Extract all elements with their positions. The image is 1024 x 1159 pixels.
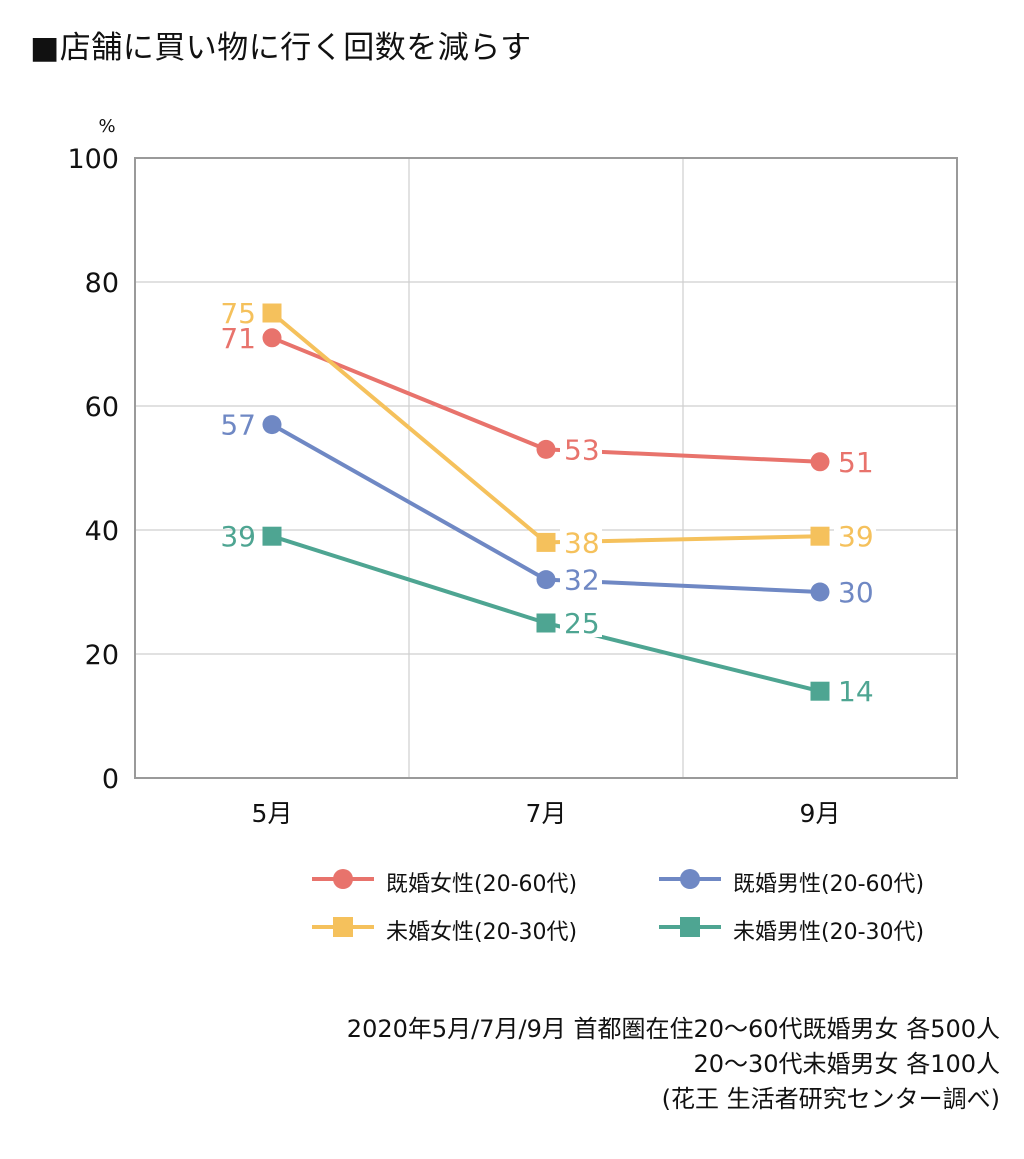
- data-point-circle: [536, 439, 556, 459]
- data-point-square: [262, 303, 282, 323]
- data-label-background: [560, 563, 602, 594]
- data-label: 71: [220, 322, 256, 355]
- legend-label: 未婚男性(20-30代): [733, 920, 925, 945]
- data-label-background: [560, 607, 602, 637]
- x-tick-label: 7月: [526, 799, 567, 828]
- data-label: 53: [564, 433, 600, 466]
- data-label: 57: [220, 409, 256, 442]
- x-tick-label: 5月: [252, 799, 293, 828]
- y-unit-label: %: [98, 116, 115, 137]
- legend-marker-square: [333, 917, 353, 937]
- legend-item: 未婚女性(20-30代): [310, 914, 577, 946]
- source-line: 2020年5月/7月/9月 首都圏在住20〜60代既婚男女 各500人: [346, 1015, 1000, 1043]
- legend-marker-square: [680, 917, 700, 937]
- plot-frame: [134, 157, 958, 779]
- source-note: 2020年5月/7月/9月 首都圏在住20〜60代既婚男女 各500人 20〜3…: [347, 1012, 1000, 1117]
- y-tick-label: 40: [85, 516, 119, 547]
- data-point-square: [262, 526, 282, 546]
- data-point-circle: [810, 582, 830, 602]
- x-tick-label: 9月: [800, 799, 841, 828]
- legend-item: 未婚男性(20-30代): [657, 914, 924, 946]
- data-label: 39: [220, 520, 256, 553]
- data-label-background: [834, 675, 876, 706]
- series-line: [270, 311, 821, 545]
- data-label-background: [560, 526, 602, 557]
- y-tick-label: 20: [85, 640, 119, 671]
- legend-marker-circle: [333, 869, 353, 889]
- data-label: 30: [838, 576, 874, 609]
- data-label: 32: [564, 564, 600, 597]
- data-label: 25: [564, 607, 600, 640]
- legend-label: 既婚男性(20-60代): [733, 872, 925, 897]
- data-label-background: [834, 520, 876, 551]
- legend-swatch-square-icon: [310, 914, 376, 946]
- data-label-background: [834, 445, 876, 476]
- y-tick-label: 80: [85, 268, 119, 299]
- data-point-circle: [262, 328, 282, 348]
- legend-label: 未婚女性(20-30代): [386, 920, 578, 945]
- data-point-circle: [262, 415, 282, 435]
- data-label: 14: [838, 675, 874, 708]
- y-tick-label: 60: [85, 392, 119, 423]
- legend-swatch-square-icon: [657, 914, 723, 946]
- data-label-background: [834, 576, 876, 606]
- legend-item: 既婚女性(20-60代): [310, 866, 577, 898]
- data-label: 75: [220, 297, 256, 330]
- legend-swatch-circle-icon: [310, 866, 376, 898]
- source-line: 20〜30代未婚男女 各100人: [693, 1050, 1000, 1078]
- y-tick-label: 0: [102, 764, 119, 795]
- y-tick-label: 100: [67, 144, 119, 175]
- legend-item: 既婚男性(20-60代): [657, 866, 924, 898]
- legend-label: 既婚女性(20-60代): [386, 872, 578, 897]
- source-line: (花王 生活者研究センター調べ): [661, 1085, 1000, 1113]
- data-point-circle: [536, 570, 556, 590]
- legend-marker-circle: [680, 869, 700, 889]
- data-point-circle: [810, 452, 830, 472]
- data-label: 38: [564, 526, 600, 559]
- data-label: 39: [838, 520, 874, 553]
- legend-swatch-circle-icon: [657, 866, 723, 898]
- data-label: 51: [838, 446, 874, 479]
- data-label-background: [560, 433, 602, 464]
- data-point-square: [810, 681, 830, 701]
- data-point-square: [536, 532, 556, 552]
- data-point-square: [810, 526, 830, 546]
- chart-title: ■店舗に買い物に行く回数を減らす: [30, 30, 532, 66]
- data-point-square: [536, 613, 556, 633]
